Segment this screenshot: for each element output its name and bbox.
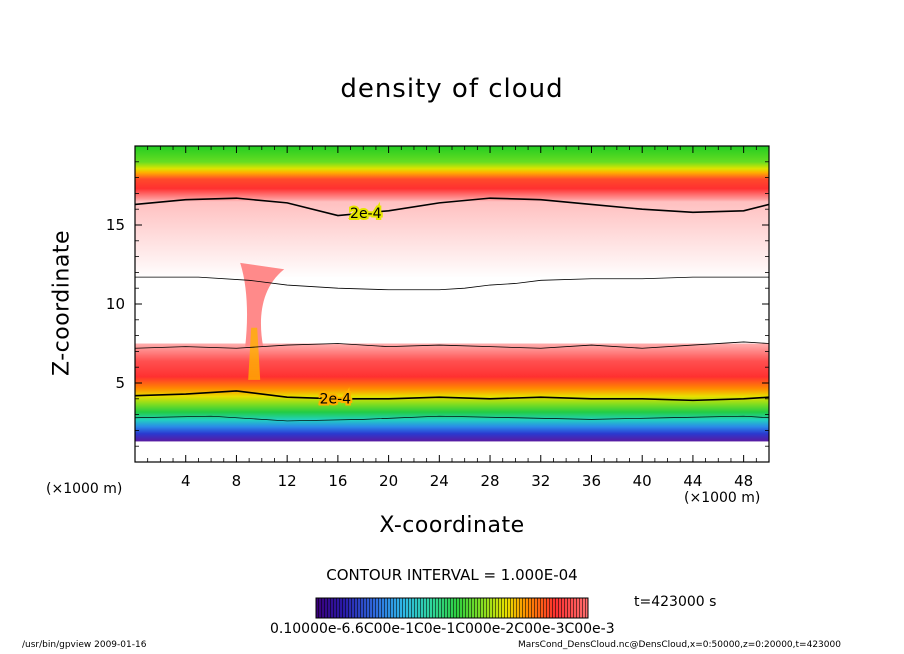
footer-program-date: /usr/bin/gpview 2009-01-16 [22,640,147,650]
chart-title: density of cloud [340,74,564,104]
colorbar-frame [315,597,589,619]
x-tick-label: 28 [480,472,499,490]
y-tick-label: 10 [106,295,125,313]
y-ticks: 5 10 15 [106,161,769,447]
footer-data-source: MarsCond_DensCloud.nc@DensCloud,x=0:5000… [518,640,841,650]
contour-lower-2e-4 [135,390,769,402]
contour-cavity-bottom [135,341,769,349]
colorbar-contour-marks [316,598,588,618]
x-tick-label: 48 [734,472,753,490]
contour-lines: 2e-4 2e-4 [135,197,769,422]
y-axis-unit: (×1000 m) [46,481,123,497]
contour-interval-text: CONTOUR INTERVAL = 1.000E-04 [326,566,578,584]
contour-cavity-top [135,276,769,291]
x-tick-label: 36 [582,472,601,490]
plume-core [248,327,261,380]
x-tick-label: 8 [232,472,242,490]
x-axis-unit: (×1000 m) [684,490,761,506]
colorbar [315,597,589,619]
x-tick-label: 4 [181,472,191,490]
upper-cloud-band [135,146,769,279]
cloud-free-region [135,277,769,344]
x-tick-label: 24 [430,472,449,490]
y-tick-label: 5 [115,374,125,392]
updraft-plume [240,262,285,347]
x-tick-label: 40 [633,472,652,490]
density-field [135,146,769,462]
x-tick-label: 44 [683,472,702,490]
ground-clear-region [135,441,769,462]
contour-lower-thin [135,415,769,422]
x-tick-label: 20 [379,472,398,490]
lower-cloud-band [135,343,769,442]
x-ticks: 4 8 12 16 20 24 28 32 36 40 44 48 [147,146,770,490]
x-axis-label: X-coordinate [379,513,525,538]
y-tick-label: 15 [106,216,125,234]
colorbar-tick-labels: 0.10000e-6.6C00e-1C0e-1C000e-2C00e-3C00e… [270,621,615,637]
x-tick-label: 16 [328,472,347,490]
contour-upper-2e-4 [135,197,769,217]
x-tick-label: 32 [531,472,550,490]
contour-label: 2e-4 [350,206,382,222]
time-label: t=423000 s [634,594,717,610]
contour-label: 2e-4 [320,392,352,408]
x-tick-label: 12 [278,472,297,490]
